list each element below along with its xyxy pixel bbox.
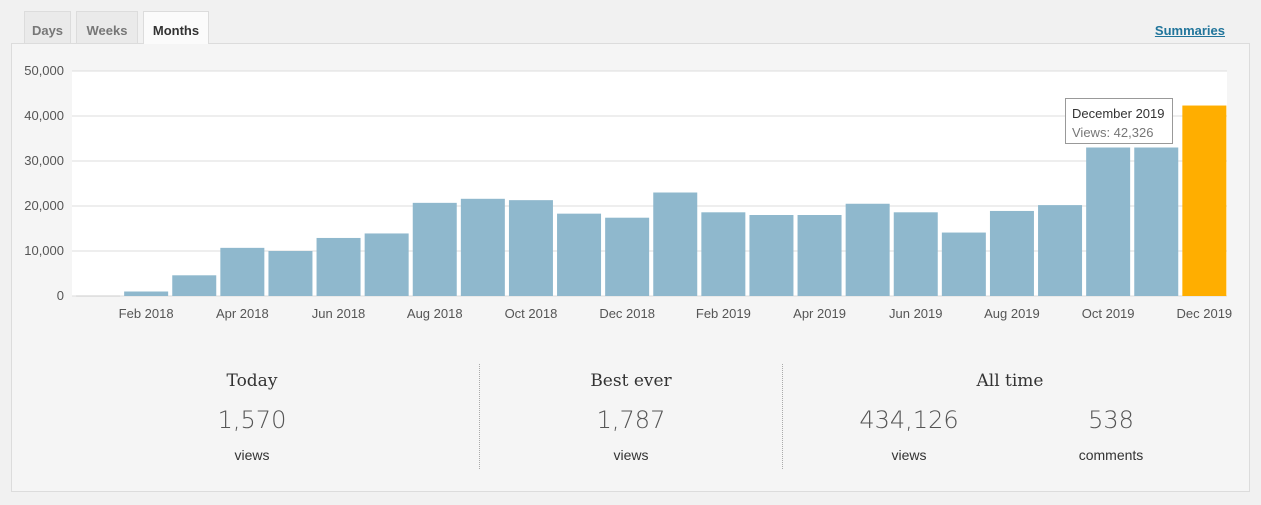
bar	[412, 202, 457, 296]
y-tick-label: 0	[57, 288, 64, 303]
plot-area	[72, 71, 1227, 296]
chart-tooltip: December 2019 Views: 42,326	[1065, 98, 1173, 144]
bar	[845, 203, 890, 296]
bar	[653, 192, 698, 296]
x-tick-label: Apr 2018	[216, 306, 269, 321]
x-tick-label: Dec 2018	[599, 306, 655, 321]
x-tick-label: Feb 2018	[119, 306, 174, 321]
bar	[220, 247, 265, 296]
x-tick-label: Aug 2018	[407, 306, 463, 321]
views-bar-chart: 0 10,000 20,000 30,000 40,000 50,000 Feb 2018 A…	[24, 63, 1233, 321]
bar	[557, 213, 602, 296]
bar	[941, 232, 986, 296]
bar	[1182, 105, 1227, 297]
bar	[460, 198, 505, 296]
summaries-link[interactable]: Summaries	[1154, 23, 1225, 38]
y-tick-label: 50,000	[24, 63, 64, 78]
tab-bar: Days Weeks Months Summaries	[11, 5, 1250, 44]
tooltip-title: December 2019	[1072, 106, 1165, 121]
tab-weeks[interactable]: Weeks	[76, 11, 138, 43]
bar	[124, 291, 169, 296]
bar	[364, 233, 409, 296]
bar	[316, 237, 361, 296]
y-tick-label: 10,000	[24, 243, 64, 258]
tab-months[interactable]: Months	[143, 11, 209, 44]
x-tick-label: Feb 2019	[696, 306, 751, 321]
x-tick-label: Jun 2019	[889, 306, 943, 321]
bar	[268, 251, 313, 296]
y-tick-label: 30,000	[24, 153, 64, 168]
tab-bar-background	[11, 5, 1250, 44]
bar	[1086, 147, 1131, 296]
y-tick-label: 40,000	[24, 108, 64, 123]
tooltip-views: Views: 42,326	[1072, 125, 1154, 140]
x-tick-label: Oct 2018	[505, 306, 558, 321]
tab-days[interactable]: Days	[24, 11, 71, 43]
y-tick-label: 20,000	[24, 198, 64, 213]
bar	[701, 212, 746, 296]
x-tick-label: Jun 2018	[312, 306, 366, 321]
x-tick-label: Dec 2019	[1177, 306, 1233, 321]
bar	[893, 212, 938, 296]
x-tick-label: Aug 2019	[984, 306, 1040, 321]
bar	[605, 217, 650, 296]
bar	[172, 275, 217, 296]
bar	[749, 215, 794, 296]
x-tick-label: Oct 2019	[1082, 306, 1135, 321]
x-tick-label: Apr 2019	[793, 306, 846, 321]
bar	[1038, 205, 1083, 296]
bar	[1134, 147, 1179, 296]
bar	[989, 210, 1034, 296]
bar	[797, 215, 842, 296]
bar	[508, 200, 553, 296]
